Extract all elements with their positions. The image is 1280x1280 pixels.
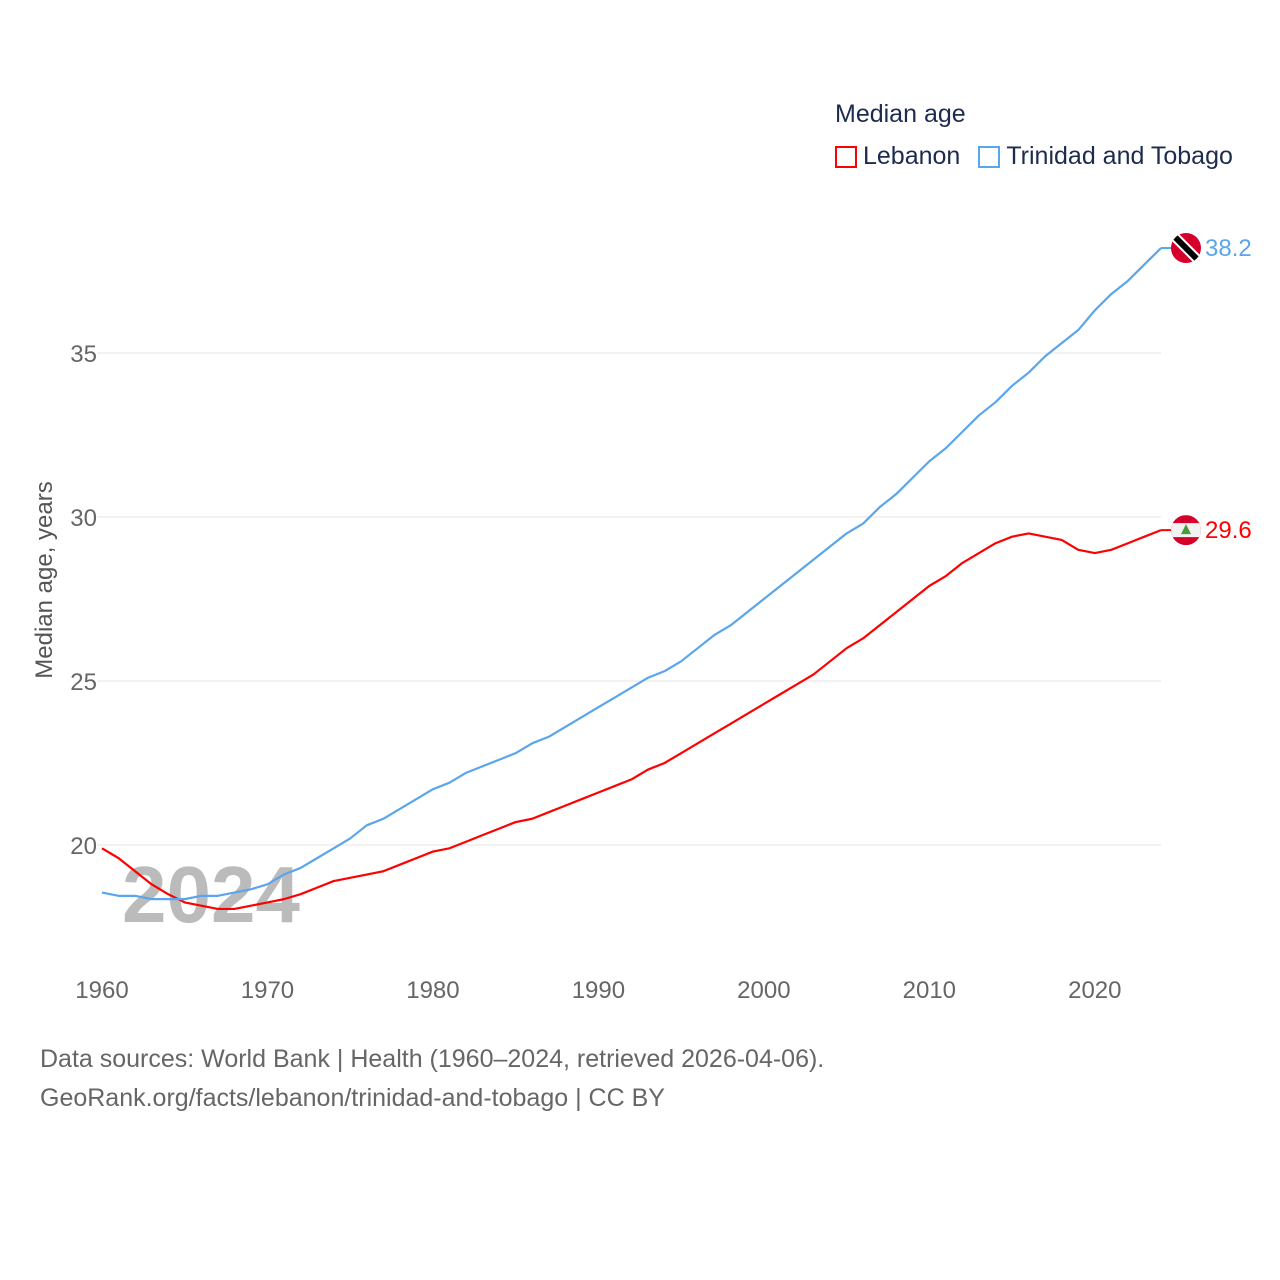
source-line: Data sources: World Bank | Health (1960–…: [40, 1045, 825, 1073]
trinidad-flag-icon: [1171, 233, 1201, 264]
x-tick-label: 2020: [1068, 977, 1121, 1004]
flag-body: [1171, 515, 1201, 546]
legend-label: Trinidad and Tobago: [1006, 142, 1233, 170]
legend-label: Lebanon: [863, 142, 961, 170]
year-watermark: 2024: [122, 850, 300, 939]
legend-swatch-trinidad: [978, 145, 1001, 168]
x-tick-label: 2000: [737, 977, 790, 1004]
end-value-label: 29.6: [1205, 517, 1252, 544]
series-line-trinidad: [101, 247, 1162, 901]
x-tick-label: 1970: [241, 977, 294, 1004]
y-axis-label: Median age, years: [31, 481, 58, 678]
legend-item-trinidad[interactable]: Trinidad and Tobago: [978, 142, 1233, 171]
series-line-lebanon: [101, 529, 1162, 911]
y-tick-label: 35: [70, 341, 97, 368]
x-tick-label: 1990: [572, 977, 625, 1004]
legend: Lebanon Trinidad and Tobago: [835, 142, 1251, 171]
x-tick-label: 1960: [75, 977, 128, 1004]
y-tick-label: 25: [70, 669, 97, 696]
x-tick-label: 2010: [903, 977, 956, 1004]
lebanon-flag-icon: [1171, 515, 1201, 546]
source-url[interactable]: GeoRank.org/facts/lebanon/trinidad-and-t…: [40, 1084, 665, 1112]
x-tick-label: 1980: [406, 977, 459, 1004]
flag-black-stripe: [1171, 233, 1201, 264]
end-value-label: 38.2: [1205, 235, 1252, 262]
flag-body: [1171, 233, 1201, 264]
y-tick-label: 20: [70, 833, 97, 860]
line-chart: 20 25 30 35 1960 1970 1980 1990 2000 2010 2020 202…: [31, 233, 1252, 1004]
cedar-icon: [1181, 524, 1191, 535]
legend-item-lebanon[interactable]: Lebanon: [835, 142, 960, 171]
legend-swatch-lebanon: [835, 145, 857, 168]
legend-title: Median age: [835, 100, 966, 128]
y-tick-label: 30: [70, 505, 97, 532]
